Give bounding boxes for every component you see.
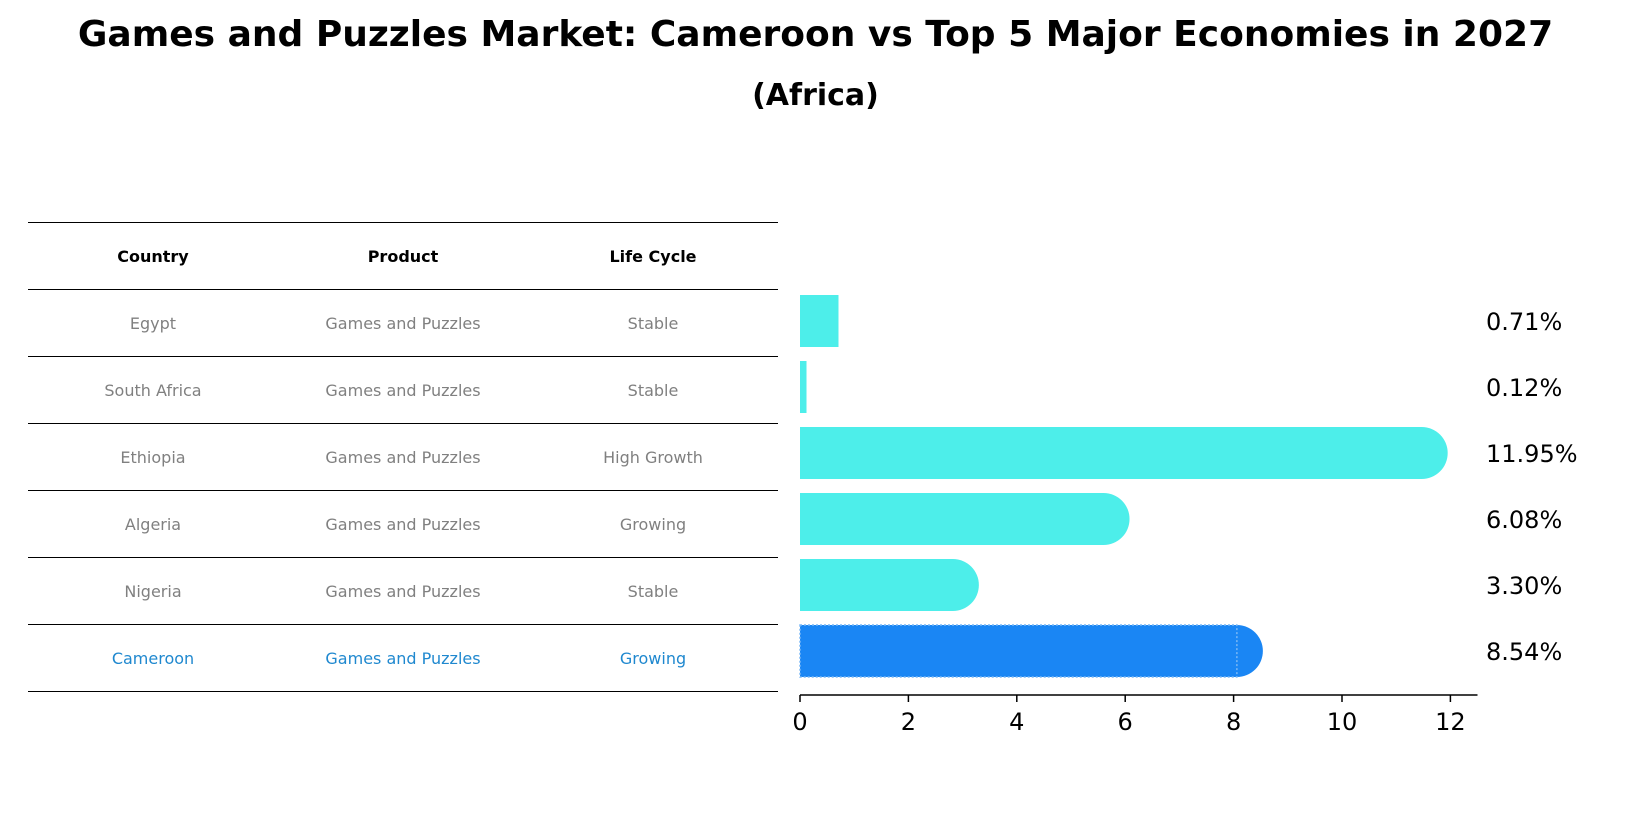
header-life-cycle: Life Cycle <box>609 246 697 266</box>
x-tick-label: 2 <box>901 708 916 736</box>
table-row: South Africa Games and Puzzles Stable <box>28 356 778 423</box>
chart-title: Games and Puzzles Market: Cameroon vs To… <box>77 14 1554 55</box>
bar-ethiopia <box>800 427 1448 479</box>
header-country: Country <box>117 246 189 266</box>
product-cell: Games and Puzzles <box>325 313 481 333</box>
life-cycle-cell: Stable <box>627 380 679 400</box>
product-cell: Games and Puzzles <box>325 581 481 601</box>
life-cycle-cell: High Growth <box>603 447 703 467</box>
table-row: Algeria Games and Puzzles Growing <box>28 490 778 557</box>
country-cell: Cameroon <box>111 648 195 668</box>
bar-egypt <box>800 295 839 347</box>
chart-subtitle: (Africa) <box>752 78 879 113</box>
product-cell: Games and Puzzles <box>325 447 481 467</box>
product-cell: Games and Puzzles <box>325 648 481 668</box>
table-header-row: Country Product Life Cycle <box>28 222 778 289</box>
country-cell: Egypt <box>129 313 177 333</box>
x-tick-label: 10 <box>1327 708 1358 736</box>
value-label: 0.71% <box>1486 308 1562 336</box>
x-tick-label: 0 <box>792 708 807 736</box>
data-table: Country Product Life Cycle Egypt Games a… <box>28 222 778 692</box>
value-label: 0.12% <box>1486 374 1562 402</box>
x-tick-label: 12 <box>1435 708 1466 736</box>
value-label: 8.54% <box>1486 638 1562 666</box>
table-row: Egypt Games and Puzzles Stable <box>28 289 778 356</box>
x-tick-label: 4 <box>1009 708 1024 736</box>
life-cycle-cell: Stable <box>627 581 679 601</box>
life-cycle-cell: Stable <box>627 313 679 333</box>
bar-south-africa <box>800 361 807 413</box>
country-cell: Algeria <box>124 514 182 534</box>
bar-cameroon <box>800 625 1263 677</box>
country-cell: South Africa <box>104 380 202 400</box>
product-cell: Games and Puzzles <box>325 380 481 400</box>
value-label: 6.08% <box>1486 506 1562 534</box>
bar-algeria <box>800 493 1130 545</box>
country-cell: Nigeria <box>124 581 182 601</box>
country-cell: Ethiopia <box>120 447 186 467</box>
life-cycle-cell: Growing <box>619 648 687 668</box>
life-cycle-cell: Growing <box>619 514 687 534</box>
value-label: 11.95% <box>1486 440 1578 468</box>
x-tick-label: 6 <box>1118 708 1133 736</box>
product-cell: Games and Puzzles <box>325 514 481 534</box>
value-label: 3.30% <box>1486 572 1562 600</box>
header-product: Product <box>367 246 439 266</box>
table-row: Nigeria Games and Puzzles Stable <box>28 557 778 624</box>
bar-nigeria <box>800 559 979 611</box>
table-row-highlighted: Cameroon Games and Puzzles Growing <box>28 624 778 692</box>
x-tick-label: 8 <box>1226 708 1241 736</box>
table-row: Ethiopia Games and Puzzles High Growth <box>28 423 778 490</box>
